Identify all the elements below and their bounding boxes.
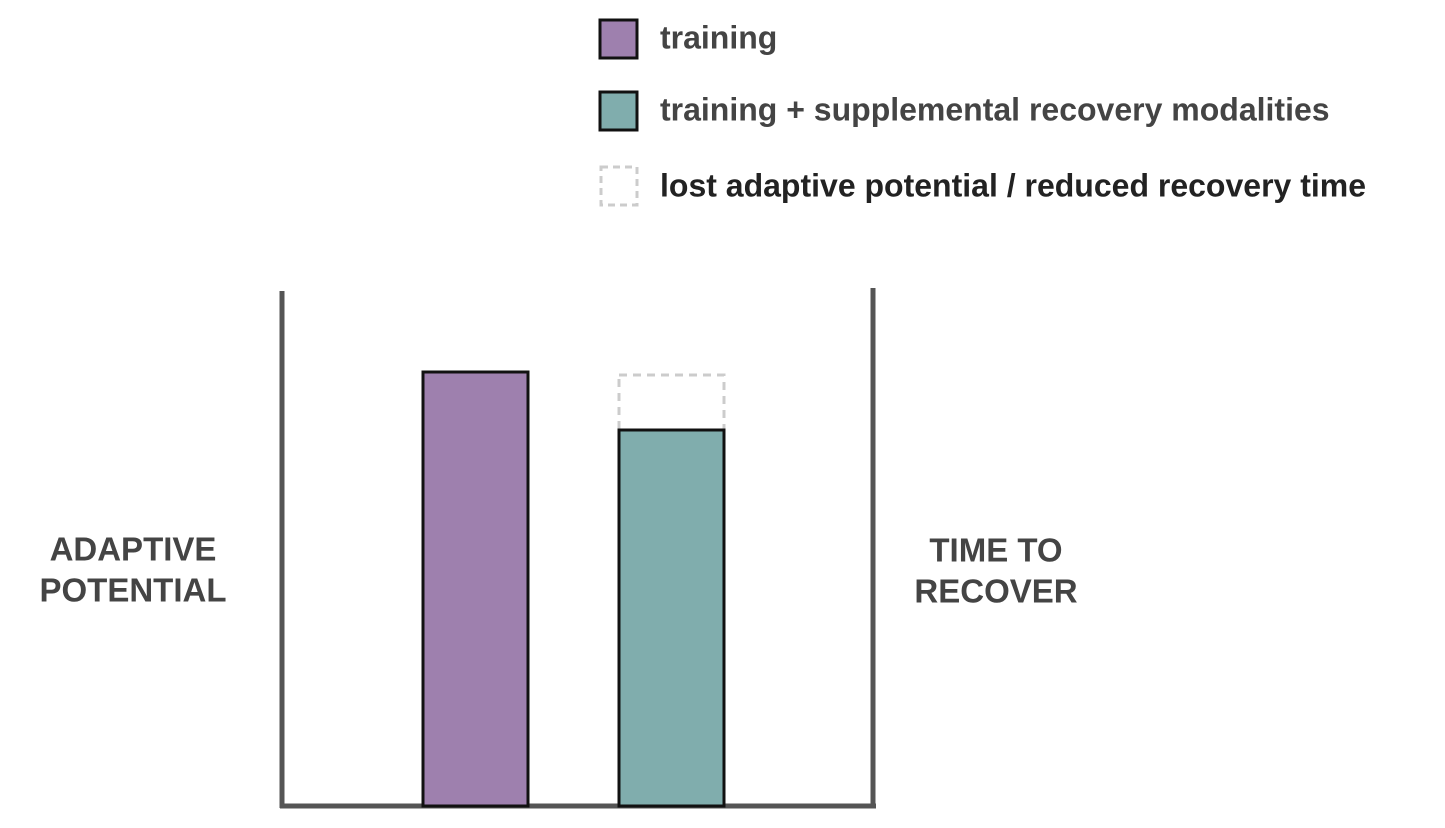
legend-swatch-training <box>598 18 639 60</box>
legend-label: training + supplemental recovery modalit… <box>660 91 1330 127</box>
legend-swatch-recovery <box>598 90 639 132</box>
legend-label: lost adaptive potential / reduced recove… <box>660 167 1366 203</box>
bar-recovery <box>617 428 726 808</box>
left-label: POTENTIAL <box>40 572 227 609</box>
left-label: ADAPTIVE <box>50 531 217 568</box>
right-label: TIME TO <box>929 532 1062 569</box>
bar-training <box>421 370 530 808</box>
bar-lost <box>617 373 726 432</box>
legend-swatch-lost <box>599 165 639 207</box>
legend-label: training <box>660 19 777 55</box>
right-label: RECOVER <box>914 573 1077 610</box>
